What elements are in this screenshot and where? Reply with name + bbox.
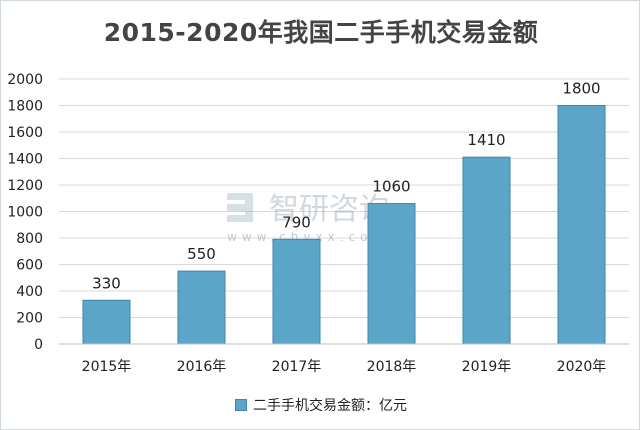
y-tick-label: 800 [16, 231, 43, 247]
chart-title: 2015-2020年我国二手手机交易金额 [103, 18, 539, 47]
y-tick-label: 400 [16, 284, 43, 300]
y-tick-label: 600 [16, 258, 43, 274]
bar-2020年 [557, 105, 606, 345]
data-label: 790 [282, 213, 311, 231]
x-tick-label: 2019年 [462, 359, 512, 375]
x-tick-label: 2015年 [82, 359, 132, 375]
bar-2017年 [272, 238, 321, 345]
y-tick-label: 2000 [7, 72, 43, 88]
y-tick-label: 0 [34, 337, 43, 353]
bars [82, 105, 606, 345]
bar-2019年 [462, 156, 511, 345]
legend-label: 二手手机交易金额：亿元 [253, 398, 407, 414]
bar-2015年 [82, 299, 131, 345]
bar-2018年 [367, 203, 416, 345]
y-tick-label: 200 [16, 311, 43, 327]
x-tick-label: 2018年 [367, 359, 417, 375]
y-tick-label: 1400 [7, 152, 43, 168]
y-axis: 0 200 400 600 800 1000 1200 1400 1600 1800 2000 [7, 72, 43, 353]
bar-2016年 [177, 270, 226, 345]
legend-swatch [235, 399, 247, 411]
data-labels: 330 550 790 1060 1410 1800 [92, 80, 600, 293]
legend: 二手手机交易金额：亿元 [1, 395, 639, 415]
y-tick-label: 1000 [7, 205, 43, 221]
data-label: 1060 [372, 178, 410, 196]
x-tick-label: 2017年 [272, 359, 322, 375]
data-label: 330 [92, 274, 121, 292]
grid-lines [59, 78, 629, 345]
x-tick-label: 2020年 [557, 359, 607, 375]
data-label: 550 [187, 245, 216, 263]
data-label: 1800 [562, 80, 600, 98]
x-tick-label: 2016年 [177, 359, 227, 375]
data-label: 1410 [467, 131, 505, 149]
x-axis: 2015年 2016年 2017年 2018年 2019年 2020年 [59, 343, 629, 375]
watermark-url: www.chyxx.com [227, 230, 389, 244]
y-tick-label: 1800 [7, 99, 43, 115]
y-tick-label: 1200 [7, 178, 43, 194]
watermark-logo-icon [227, 193, 253, 222]
y-tick-label: 1600 [7, 125, 43, 141]
